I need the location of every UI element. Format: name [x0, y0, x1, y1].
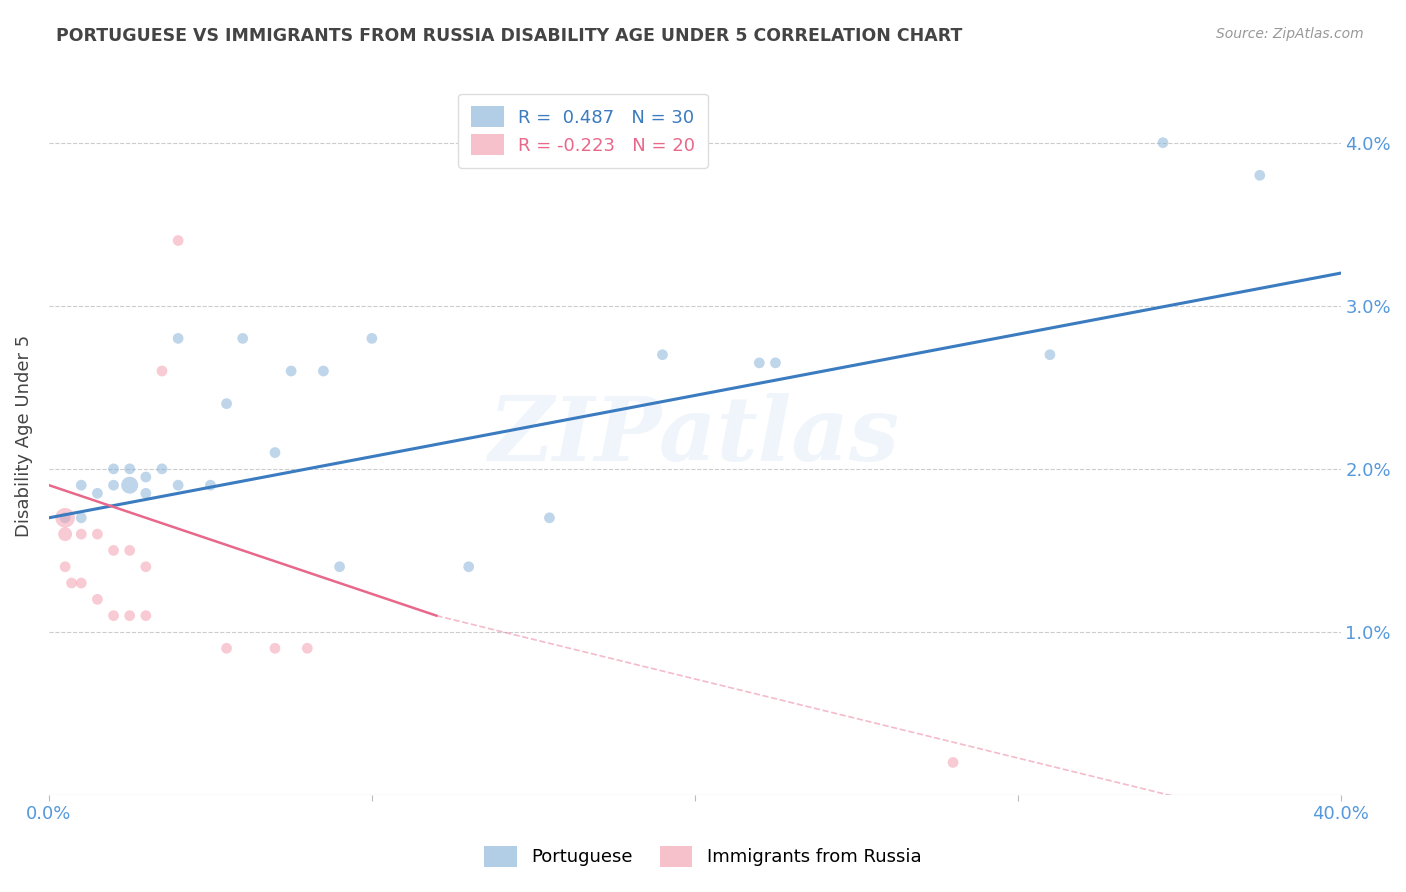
Point — [942, 756, 965, 770]
Point — [118, 608, 141, 623]
Point — [135, 486, 157, 500]
Point — [70, 576, 93, 591]
Point — [651, 348, 673, 362]
Text: Source: ZipAtlas.com: Source: ZipAtlas.com — [1216, 27, 1364, 41]
Point — [232, 331, 254, 345]
Legend: R =  0.487   N = 30, R = -0.223   N = 20: R = 0.487 N = 30, R = -0.223 N = 20 — [458, 94, 707, 168]
Point — [135, 608, 157, 623]
Point — [280, 364, 302, 378]
Point — [53, 527, 76, 541]
Y-axis label: Disability Age Under 5: Disability Age Under 5 — [15, 335, 32, 537]
Point — [264, 641, 287, 656]
Text: ZIPatlas: ZIPatlas — [489, 393, 900, 480]
Point — [86, 486, 108, 500]
Point — [765, 356, 787, 370]
Point — [264, 445, 287, 459]
Point — [135, 470, 157, 484]
Point — [103, 462, 125, 476]
Point — [200, 478, 222, 492]
Point — [215, 397, 238, 411]
Point — [86, 592, 108, 607]
Point — [668, 136, 690, 150]
Point — [360, 331, 382, 345]
Point — [103, 478, 125, 492]
Point — [215, 641, 238, 656]
Point — [1152, 136, 1174, 150]
Point — [167, 331, 190, 345]
Point — [312, 364, 335, 378]
Point — [103, 608, 125, 623]
Point — [86, 527, 108, 541]
Point — [748, 356, 770, 370]
Point — [53, 510, 76, 524]
Point — [329, 559, 352, 574]
Point — [70, 510, 93, 524]
Point — [167, 234, 190, 248]
Point — [53, 510, 76, 524]
Point — [118, 478, 141, 492]
Point — [118, 543, 141, 558]
Point — [135, 559, 157, 574]
Point — [150, 364, 173, 378]
Point — [70, 527, 93, 541]
Point — [167, 478, 190, 492]
Point — [297, 641, 319, 656]
Point — [538, 510, 561, 524]
Point — [150, 462, 173, 476]
Point — [103, 543, 125, 558]
Point — [118, 462, 141, 476]
Point — [457, 559, 479, 574]
Point — [60, 576, 83, 591]
Point — [1039, 348, 1062, 362]
Point — [70, 478, 93, 492]
Legend: Portuguese, Immigrants from Russia: Portuguese, Immigrants from Russia — [477, 838, 929, 874]
Text: PORTUGUESE VS IMMIGRANTS FROM RUSSIA DISABILITY AGE UNDER 5 CORRELATION CHART: PORTUGUESE VS IMMIGRANTS FROM RUSSIA DIS… — [56, 27, 963, 45]
Point — [53, 559, 76, 574]
Point — [1249, 169, 1271, 183]
